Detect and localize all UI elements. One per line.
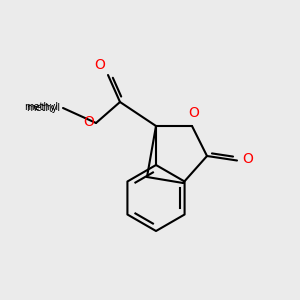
Text: methyl: methyl (24, 101, 58, 112)
Text: O: O (84, 115, 94, 128)
Text: O: O (188, 106, 199, 120)
Text: methyl: methyl (26, 103, 60, 113)
Text: O: O (94, 58, 105, 72)
Text: O: O (242, 152, 253, 166)
